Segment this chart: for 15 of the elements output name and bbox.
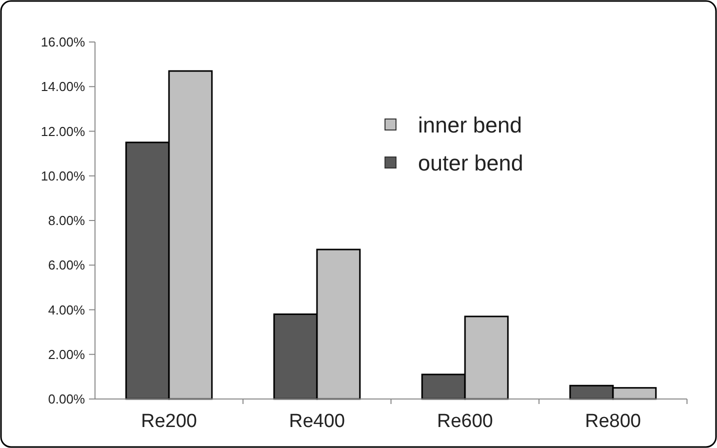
y-tick-label: 8.00% [48,213,86,228]
x-tick-label: Re800 [585,411,641,432]
y-tick-label: 16.00% [40,34,86,50]
y-tick-label: 14.00% [40,79,86,94]
x-tick-label: Re600 [437,411,493,432]
legend-label: outer bend [418,150,524,176]
y-tick-label: 4.00% [48,302,86,318]
x-tick-label: Re400 [289,411,345,432]
y-tick-label: 2.00% [48,346,86,362]
y-tick-label: 6.00% [48,258,86,273]
y-tick-label: 0.00% [48,392,86,407]
y-tick-label: 12.00% [40,124,86,139]
legend-label: inner bend [418,112,522,138]
y-tick-label: 10.00% [40,168,86,184]
x-tick-label: Re200 [141,411,197,432]
